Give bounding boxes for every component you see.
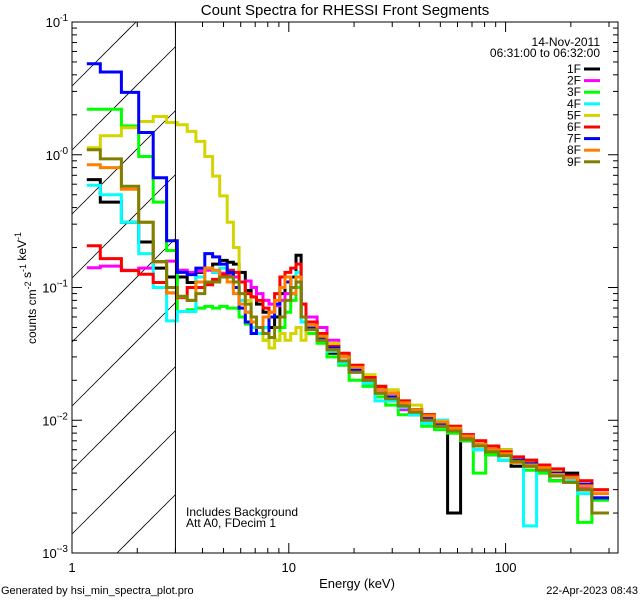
hatch-line (71, 46, 176, 151)
y-tick-label-10-0: 10^0 (46, 146, 69, 163)
excluded-region-hatch (71, 21, 176, 554)
legend-label-8F: 8F (567, 143, 581, 157)
legend-label-2F: 2F (567, 74, 581, 88)
hatch-line (71, 238, 176, 343)
y-tick-label-10-1: 10^1 (46, 13, 69, 30)
hatch-line (71, 21, 137, 87)
legend-time-range: 06:31:00 to 06:32:00 (490, 46, 600, 60)
footer-timestamp: 22-Apr-2023 08:43 (546, 585, 638, 597)
y-tick-label-10-minus-2: 10^-2 (42, 411, 68, 428)
legend-label-4F: 4F (567, 97, 581, 111)
legend-date: 14-Nov-2011 (532, 35, 601, 49)
y-tick-labels: 10^1 10^0 10^-1 10^-2 10^-3 (42, 13, 68, 561)
chart-title: Count Spectra for RHESSI Front Segments (201, 2, 489, 19)
legend-label-7F: 7F (567, 132, 581, 146)
legend-label-9F: 9F (567, 155, 581, 169)
series-5F (86, 115, 609, 492)
y-tick-label-10-minus-3: 10^-3 (42, 544, 68, 561)
hatch-line (71, 302, 176, 407)
annotation-background: Includes Background (186, 505, 298, 519)
legend-label-1F: 1F (567, 62, 581, 76)
x-tick-label: 1 (68, 560, 75, 575)
legend-label-5F: 5F (567, 108, 581, 122)
hatch-line (71, 430, 176, 535)
legend-label-6F: 6F (567, 120, 581, 134)
footer-generated-by: Generated by hsi_min_spectra_plot.pro (1, 585, 194, 597)
hatch-line (71, 366, 176, 471)
hatch-line (71, 110, 176, 215)
plot-frame (71, 21, 619, 554)
series-group (86, 62, 609, 528)
series-9F (86, 148, 609, 515)
legend-label-3F: 3F (567, 85, 581, 99)
y-tick-label-10-minus-1: 10^-1 (42, 279, 68, 296)
annotation-attenuator: Att A0, FDecim 1 (186, 516, 276, 530)
x-axis-label: Energy (keV) (319, 576, 395, 591)
axes: 1 10 100 (68, 21, 618, 575)
x-tick-label: 100 (495, 560, 517, 575)
x-tick-label: 10 (282, 560, 296, 575)
hatch-line (116, 494, 176, 554)
y-axis-label: counts cm-2 s-1 keV-1 (13, 232, 39, 344)
hatch-line (71, 174, 176, 279)
